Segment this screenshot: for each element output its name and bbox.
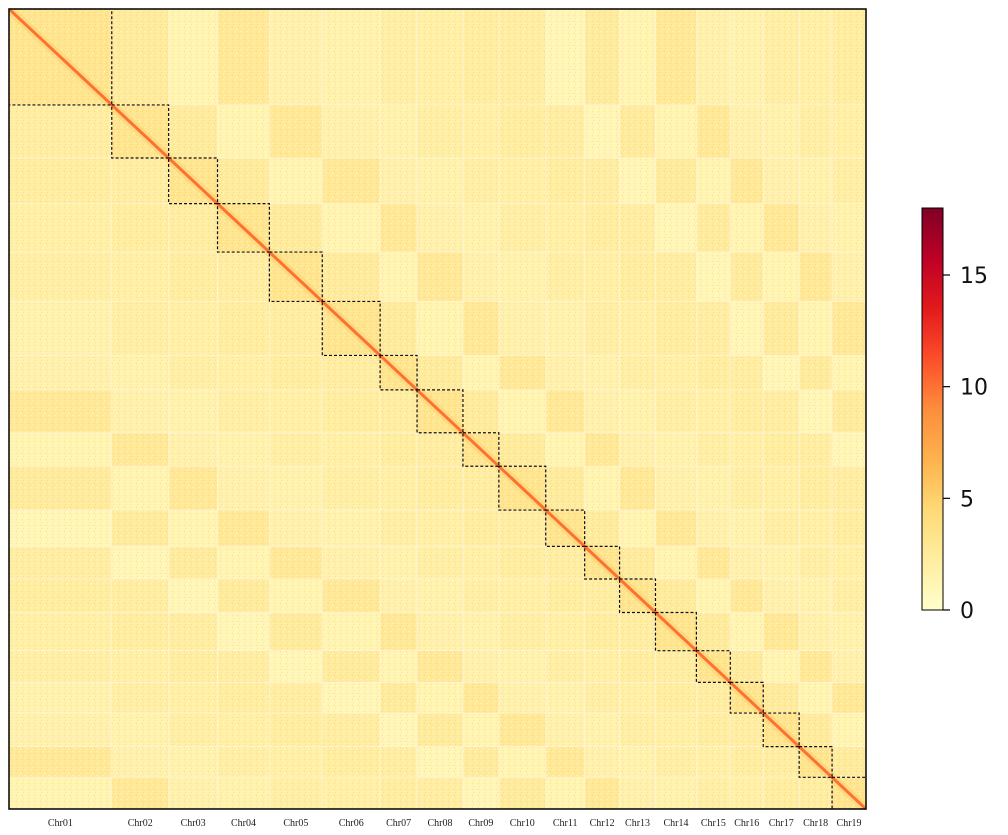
chromosome-box-Chr11 (545, 509, 586, 547)
chromosome-box-Chr17 (762, 712, 800, 748)
x-tick-label: Chr16 (734, 818, 759, 829)
heatmap-frame (8, 8, 867, 810)
heatmap (9, 9, 866, 809)
x-tick-label: Chr11 (553, 818, 578, 829)
colorbar-ticks: 0 5 10 15 (943, 264, 988, 624)
x-tick-label: Chr17 (769, 818, 794, 829)
x-tick-label: Chr13 (625, 818, 650, 829)
chromosome-boxes (8, 8, 867, 810)
colorbar-tick-label: 10 (960, 376, 988, 401)
x-tick-label: Chr08 (427, 818, 452, 829)
chromosome-box-Chr04 (216, 203, 270, 253)
chromosome-box-Chr01 (8, 8, 113, 106)
chromosome-box-Chr09 (462, 432, 500, 467)
colorbar-tick-label: 5 (960, 487, 974, 512)
chromosome-box-Chr18 (798, 746, 833, 778)
colorbar: 0 5 10 15 (921, 207, 988, 624)
x-tick-label: Chr01 (48, 818, 73, 829)
chromosome-box-Chr15 (695, 650, 731, 683)
colorbar-gradient (921, 207, 944, 611)
diagonal-layer (9, 9, 866, 809)
x-tick-label: Chr18 (803, 818, 828, 829)
x-tick-label: Chr09 (468, 818, 493, 829)
x-tick-label: Chr14 (663, 818, 688, 829)
x-tick-label: Chr10 (510, 818, 535, 829)
chromosome-box-Chr05 (268, 251, 323, 303)
chromosome-box-Chr19 (831, 776, 867, 810)
chromosome-box-Chr06 (321, 300, 381, 357)
diagonal-line (9, 9, 866, 809)
x-tick-label: Chr12 (590, 818, 615, 829)
chromosome-box-Chr13 (618, 578, 657, 614)
x-tick-labels: Chr01 Chr02 Chr03 Chr04 Chr05 Chr06 Chr07 Chr08… (48, 818, 862, 829)
x-tick-label: Chr02 (128, 818, 153, 829)
x-tick-label: Chr06 (339, 818, 364, 829)
chromosome-box-Chr03 (168, 157, 219, 205)
chromosome-box-Chr08 (416, 389, 464, 434)
chromosome-box-Chr07 (379, 354, 418, 391)
chromosome-box-Chr14 (654, 611, 697, 652)
x-tick-label: Chr04 (231, 818, 256, 829)
colorbar-tick-label: 0 (960, 599, 974, 624)
chromosome-box-Chr16 (729, 681, 764, 714)
x-tick-label: Chr07 (386, 818, 411, 829)
x-tick-label: Chr15 (701, 818, 726, 829)
chromosome-box-Chr12 (584, 545, 621, 580)
x-tick-label: Chr19 (837, 818, 862, 829)
x-tick-label: Chr05 (283, 818, 308, 829)
x-tick-label: Chr03 (181, 818, 206, 829)
colorbar-tick-label: 15 (960, 264, 988, 289)
